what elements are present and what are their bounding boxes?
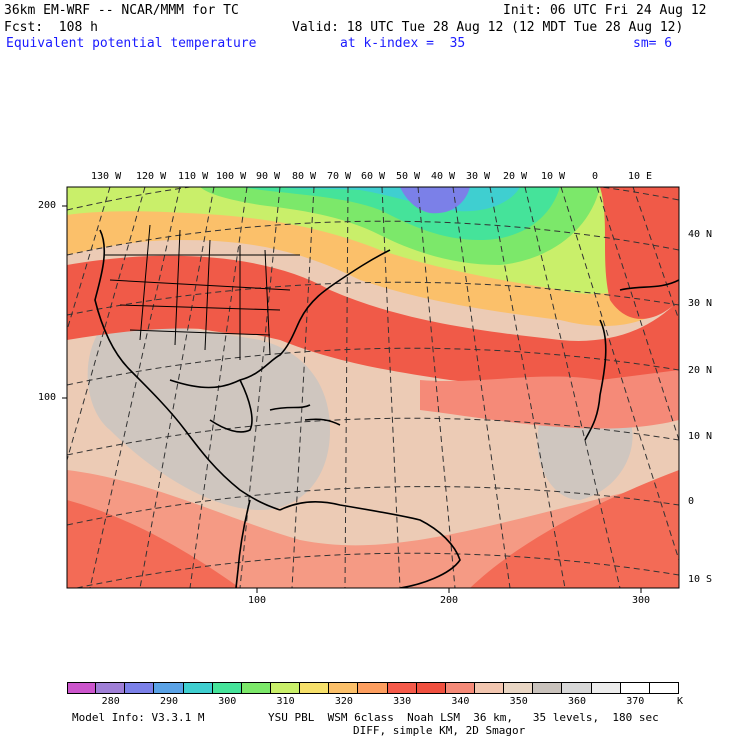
grid-y-label: 200 — [38, 200, 57, 211]
state-borders — [105, 224, 300, 360]
legend-swatch — [387, 682, 417, 694]
legend-swatch — [504, 682, 534, 694]
physics-info: YSU PBL WSM 6class Noah LSM 36 km, 35 le… — [268, 711, 659, 724]
legend-swatch — [154, 682, 184, 694]
legend-label: K — [676, 696, 684, 707]
legend-swatch — [475, 682, 505, 694]
legend-swatch — [67, 682, 97, 694]
legend-swatch — [533, 682, 563, 694]
lon-label: 30 W — [466, 171, 491, 182]
legend-swatch — [241, 682, 271, 694]
init-time: Init: 06 UTC Fri 24 Aug 12 — [503, 3, 707, 18]
grid-x-label: 200 — [440, 595, 459, 606]
color-fill-layer — [67, 187, 679, 588]
model-title: 36km EM-WRF -- NCAR/MMM for TC — [4, 3, 239, 18]
forecast-hour: Fcst: 108 h — [4, 20, 98, 35]
lon-label: 70 W — [327, 171, 352, 182]
lat-label: 40 N — [688, 229, 713, 240]
lat-label: 0 — [688, 496, 695, 507]
lon-label: 90 W — [256, 171, 281, 182]
lat-label: 10 N — [688, 431, 713, 442]
diffusion-info: DIFF, simple KM, 2D Smagor — [353, 724, 526, 737]
legend-label: 340 — [451, 696, 470, 707]
model-info: Model Info: V3.3.1 M — [72, 711, 205, 724]
legend-label: 350 — [509, 696, 528, 707]
lon-label: 40 W — [431, 171, 456, 182]
legend-frame — [67, 682, 679, 694]
legend-swatch — [445, 682, 475, 694]
legend-swatch — [416, 682, 446, 694]
legend-swatch — [183, 682, 213, 694]
legend-label: 300 — [218, 696, 237, 707]
lon-label: 50 W — [396, 171, 421, 182]
legend-label: 310 — [276, 696, 295, 707]
legend-label: 360 — [567, 696, 587, 707]
legend-swatch — [562, 682, 592, 694]
lon-label: 100 W — [216, 171, 247, 182]
legend-swatch — [271, 682, 301, 694]
lon-label: 80 W — [292, 171, 317, 182]
grid-x-label: 300 — [632, 595, 651, 606]
legend-label: 320 — [334, 696, 353, 707]
lat-label: 30 N — [688, 298, 713, 309]
lon-label: 10 W — [541, 171, 566, 182]
frame-ticks — [62, 205, 642, 593]
lon-label: 60 W — [361, 171, 386, 182]
grid-y-label: 100 — [38, 392, 57, 403]
field-name: Equivalent potential temperature — [6, 36, 257, 51]
legend-swatch — [591, 682, 621, 694]
legend-swatch — [96, 682, 126, 694]
legend-swatch — [125, 682, 155, 694]
lon-label: 10 E — [628, 171, 653, 182]
valid-time: Valid: 18 UTC Tue 28 Aug 12 (12 MDT Tue … — [292, 20, 684, 35]
legend-label: 280 — [101, 696, 120, 707]
legend-label: 330 — [393, 696, 412, 707]
map-frame — [66, 186, 680, 589]
lon-label: 130 W — [91, 171, 122, 182]
legend-swatch — [300, 682, 330, 694]
lon-label: 20 W — [503, 171, 528, 182]
legend-label: 290 — [159, 696, 179, 707]
lat-label: 20 N — [688, 365, 713, 376]
lon-label: 110 W — [178, 171, 209, 182]
smoothing-info: sm= 6 — [633, 36, 673, 51]
lon-label: 0 — [592, 171, 599, 182]
lat-label: 10 S — [688, 574, 713, 585]
grid-x-label: 100 — [248, 595, 267, 606]
legend-swatch — [329, 682, 359, 694]
legend-swatch — [358, 682, 388, 694]
legend-swatch — [212, 682, 242, 694]
legend-label: 370 — [626, 696, 645, 707]
coastlines — [94, 229, 679, 588]
lon-label: 120 W — [136, 171, 167, 182]
legend-swatch — [620, 682, 650, 694]
level-info: at k-index = 35 — [340, 36, 466, 51]
